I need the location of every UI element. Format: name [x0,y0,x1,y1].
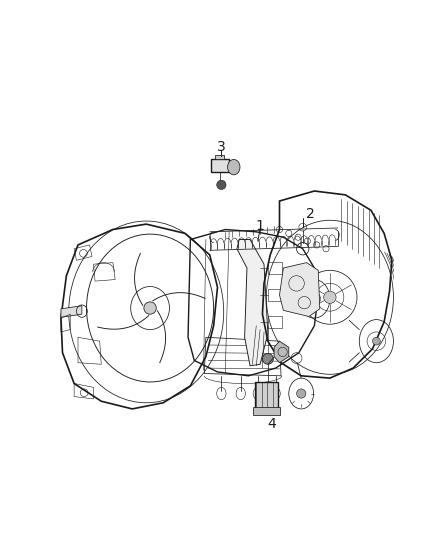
Polygon shape [211,159,229,172]
Ellipse shape [228,159,240,175]
Circle shape [262,353,273,364]
Text: 3: 3 [217,140,226,154]
Polygon shape [279,263,320,317]
Polygon shape [274,341,289,363]
Polygon shape [237,239,268,366]
Text: 4: 4 [267,417,276,431]
Text: 2: 2 [306,207,315,221]
Circle shape [144,302,156,314]
Polygon shape [61,306,82,317]
Polygon shape [255,382,278,410]
Circle shape [217,180,226,189]
Circle shape [297,389,306,398]
Text: 1: 1 [256,219,265,233]
Circle shape [324,291,336,303]
Polygon shape [215,155,224,159]
Circle shape [372,337,380,345]
Polygon shape [253,407,279,415]
